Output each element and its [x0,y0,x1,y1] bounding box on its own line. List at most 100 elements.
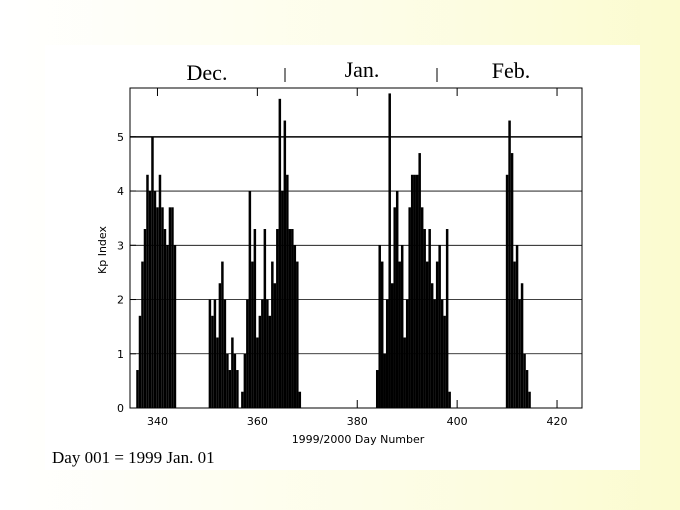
bar [223,299,227,408]
x-tick-label: 380 [347,415,368,428]
bar [228,370,232,408]
y-tick-label: 4 [117,185,124,198]
bar [251,261,254,408]
bar [390,283,394,408]
bar [213,299,217,408]
bar [241,391,244,408]
month-label: Jan. [345,57,380,82]
bar [218,283,222,408]
bar [136,370,139,408]
plot: 0 1 2 3 4 5 340 360 380 400 420 [117,87,583,428]
bar [430,283,434,408]
note: Day 001 = 1999 Jan. 01 [52,448,215,467]
bar [393,207,396,408]
month-label: Feb. [492,58,531,83]
bar [380,261,384,408]
bar [266,299,269,408]
bar [400,245,404,408]
bar [138,315,142,408]
bar [286,174,289,408]
bar [143,229,147,408]
figure-panel [45,45,640,470]
bar [253,229,257,408]
bar [403,337,406,408]
bar [520,283,524,408]
bar [233,353,237,408]
bar [298,391,302,408]
bar [385,299,389,408]
bar [288,229,292,408]
bar [418,153,421,408]
bar [208,299,212,408]
bar [443,315,446,408]
bar [246,299,249,408]
bar [221,261,224,408]
bar [408,207,411,408]
bar [268,315,272,408]
bar [226,353,229,408]
bar [440,299,444,408]
bar [398,261,401,408]
bar [151,136,154,409]
bar [388,93,391,408]
bar [395,191,399,408]
bar [141,261,144,408]
bar [420,207,424,408]
y-axis-label: Kp Index [96,226,109,274]
bar [448,391,451,408]
bar [158,174,162,408]
bar [296,261,299,408]
bar [276,229,279,408]
bar [505,174,509,408]
bar [405,299,409,408]
x-tick-label: 420 [547,415,568,428]
bar [428,229,431,408]
bar [261,299,264,408]
bar [433,299,436,408]
bar [273,283,277,408]
bar [283,120,287,409]
month-label: Dec. [187,60,228,85]
bar [256,337,259,408]
bar [508,120,511,409]
y-tick-label: 1 [117,348,124,361]
bar [216,337,219,408]
bar [410,174,414,408]
bar [281,191,284,408]
bar [528,391,531,408]
x-tick-label: 400 [447,415,468,428]
bar [231,337,234,408]
bar [435,261,439,408]
bar [383,353,386,408]
bar [171,207,174,408]
bar [278,98,282,408]
bar [236,370,239,408]
bar [291,229,294,408]
bar [523,353,526,408]
bar [271,261,274,408]
bar [173,245,177,408]
x-tick-label: 340 [147,415,168,428]
x-axis-label: 1999/2000 Day Number [292,433,425,446]
bar [168,207,172,408]
bar [525,370,529,408]
x-tick-label: 360 [247,415,268,428]
bar [375,370,379,408]
bar [423,229,426,408]
bar [293,245,297,408]
bar [166,245,169,408]
bar [413,174,416,408]
bar [153,191,157,408]
bar [258,315,262,408]
y-tick-label: 2 [117,294,124,307]
bar [438,245,441,408]
bar [445,229,449,408]
bar [415,174,419,408]
bar [248,191,252,408]
bar [425,261,429,408]
bar [146,174,149,408]
plot-frame [129,87,583,409]
bar [156,207,159,408]
bar [513,261,516,408]
